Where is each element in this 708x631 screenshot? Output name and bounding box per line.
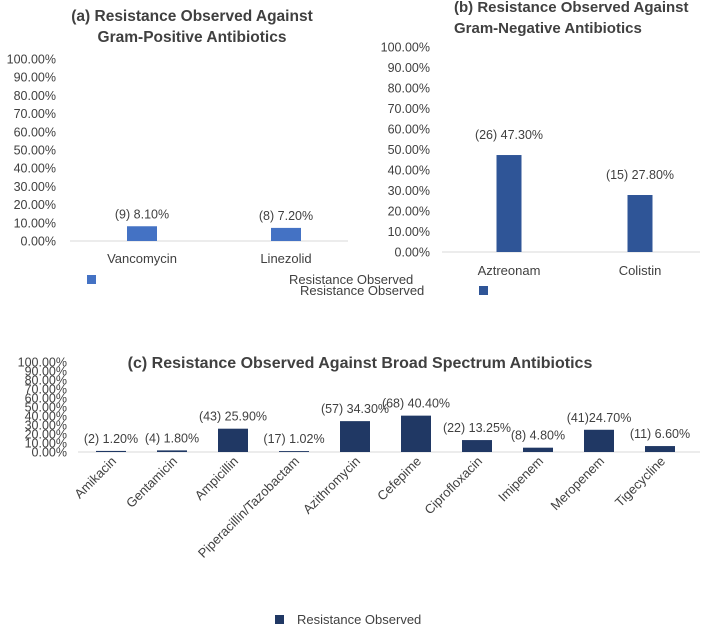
chart-b-ytick-label: 20.00% (388, 205, 430, 219)
chart-c-bar (96, 450, 126, 452)
chart-a-ytick-label: 50.00% (14, 144, 56, 158)
chart-c-category-label: Azithromycin (300, 454, 363, 517)
chart-a-ytick-label: 30.00% (14, 180, 56, 194)
chart-c-bar (340, 421, 370, 452)
chart-b-data-label: (26) 47.30% (475, 128, 543, 142)
chart-b-category-label: Aztreonam (478, 263, 541, 278)
chart-c-ytick-label: 30.00% (25, 419, 67, 433)
chart-c-category-label: Ciprofloxacin (421, 454, 485, 518)
chart-a-ytick-label: 0.00% (21, 235, 56, 249)
chart-c-ytick-label: 50.00% (25, 401, 67, 415)
chart-c-bar (523, 447, 553, 452)
chart-b-bar (496, 155, 522, 252)
chart-c-ytick-label: 90.00% (25, 365, 67, 379)
chart-a-ytick-label: 90.00% (14, 71, 56, 85)
chart-c-category-label: Imipenem (495, 454, 546, 505)
chart-c-data-label: (41)24.70% (567, 411, 632, 425)
chart-b-ytick-label: 80.00% (388, 82, 430, 96)
chart-b-ytick-label: 30.00% (388, 184, 430, 198)
chart-c-ytick-label: 40.00% (25, 410, 67, 424)
chart-a-ytick-label: 80.00% (14, 89, 56, 103)
chart-a-data-label: (9) 8.10% (115, 207, 169, 221)
chart-b-legend-label: Resistance Observed (300, 283, 424, 298)
chart-c-data-label: (17) 1.02% (263, 432, 324, 446)
chart-c-data-label: (8) 4.80% (511, 429, 565, 443)
chart-c-data-label: (11) 6.60% (630, 427, 690, 441)
chart-c-bar (157, 450, 187, 452)
chart-a-ytick-label: 10.00% (14, 216, 56, 230)
chart-c-category-label: Meropenem (547, 454, 607, 514)
chart-c-legend-swatch (275, 615, 284, 624)
chart-a-ytick-label: 100.00% (7, 53, 56, 67)
chart-c-data-label: (22) 13.25% (443, 421, 511, 435)
chart-a-bar (127, 226, 157, 241)
chart-c-ytick-label: 20.00% (25, 428, 67, 442)
chart-b-legend-swatch (479, 286, 488, 295)
chart-c-category-label: Amikacin (71, 454, 119, 502)
chart-a-legend-swatch (87, 275, 96, 284)
chart-c-bar (584, 429, 614, 452)
chart-c-bar (401, 415, 431, 452)
chart-c-bar (279, 451, 309, 452)
chart-c-data-label: (57) 34.30% (321, 402, 389, 416)
chart-c-data-label: (2) 1.20% (84, 432, 138, 446)
chart-c-category-label: Cefepime (374, 454, 424, 504)
chart-a-ytick-label: 70.00% (14, 107, 56, 121)
chart-a-ytick-label: 20.00% (14, 198, 56, 212)
chart-a-legend-label: Resistance Observed (289, 272, 413, 287)
chart-b-ytick-label: 90.00% (388, 61, 430, 75)
chart-b-category-label: Colistin (619, 263, 662, 278)
chart-c-category-label: Tigecycline (612, 454, 668, 510)
chart-c-data-label: (4) 1.80% (145, 431, 199, 445)
chart-c-bar (462, 440, 492, 452)
chart-b-ytick-label: 60.00% (388, 123, 430, 137)
chart-c-ytick-label: 0.00% (32, 446, 67, 460)
chart-b-bar (627, 195, 653, 252)
chart-c-data-label: (43) 25.90% (199, 410, 267, 424)
chart-c-bar (218, 428, 248, 452)
chart-a-bar (271, 227, 301, 241)
chart-c-category-label: Gentamicin (123, 454, 180, 511)
chart-b-title: Gram-Negative Antibiotics (454, 20, 642, 37)
chart-c-data-label: (68) 40.40% (382, 397, 450, 411)
chart-b-title: (b) Resistance Observed Against (454, 0, 689, 16)
chart-b-ytick-label: 0.00% (395, 246, 430, 260)
chart-c-legend-label: Resistance Observed (297, 612, 421, 627)
chart-b-ytick-label: 100.00% (381, 41, 430, 55)
chart-a-title: Gram-Positive Antibiotics (98, 29, 287, 46)
chart-a-title: (a) Resistance Observed Against (71, 8, 312, 25)
chart-a-data-label: (8) 7.20% (259, 209, 313, 223)
chart-a-category-label: Linezolid (260, 251, 311, 266)
chart-a-category-label: Vancomycin (107, 251, 177, 266)
chart-c-category-label: Ampicillin (192, 454, 241, 503)
chart-c-title: (c) Resistance Observed Against Broad Sp… (128, 355, 593, 372)
chart-b-ytick-label: 70.00% (388, 102, 430, 116)
chart-b-ytick-label: 50.00% (388, 143, 430, 157)
chart-a-ytick-label: 60.00% (14, 125, 56, 139)
chart-c-category-label: Piperacillin/Tazobactam (195, 454, 302, 561)
chart-a-ytick-label: 40.00% (14, 162, 56, 176)
chart-b-ytick-label: 10.00% (388, 225, 430, 239)
chart-c-ytick-label: 80.00% (25, 374, 67, 388)
chart-c-ytick-label: 60.00% (25, 392, 67, 406)
chart-c-ytick-label: 70.00% (25, 383, 67, 397)
chart-c-ytick-label: 100.00% (18, 356, 67, 370)
chart-b-ytick-label: 40.00% (388, 164, 430, 178)
chart-c-bar (645, 446, 675, 452)
chart-b-data-label: (15) 27.80% (606, 168, 674, 182)
chart-c-ytick-label: 10.00% (25, 437, 67, 451)
